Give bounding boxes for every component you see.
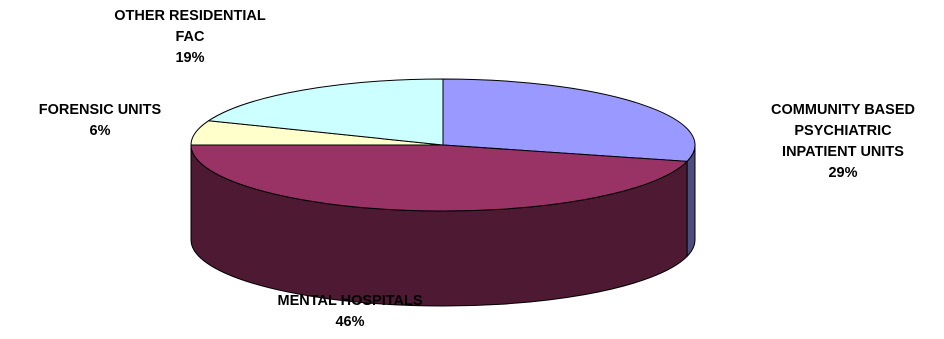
slice-label-other-residential: OTHER RESIDENTIAL FAC 19% [70, 6, 310, 69]
slice-label-forensic-units: FORENSIC UNITS 6% [0, 100, 200, 142]
pie-slice-community-based [442, 78, 696, 162]
slice-label-mental-hospitals: MENTAL HOSPITALS 46% [220, 291, 480, 333]
slice-label-community-based: COMMUNITY BASED PSYCHIATRIC INPATIENT UN… [713, 100, 944, 184]
pie-side-community-based [686, 144, 696, 257]
slice-percent-label: 19% [175, 50, 205, 66]
slice-label-line: FORENSIC UNITS [38, 102, 162, 118]
slice-percent-label: 6% [89, 123, 111, 139]
pie-slice-other-residential [208, 78, 444, 146]
slice-label-line: PSYCHIATRIC [794, 123, 892, 139]
slice-label-line: INPATIENT UNITS [782, 144, 904, 160]
slice-label-line: OTHER RESIDENTIAL [114, 8, 266, 24]
pie-slice-mental-hospitals [190, 144, 688, 212]
slice-percent-label: 29% [828, 165, 858, 181]
slice-label-line: FAC [175, 29, 205, 45]
slice-label-line: COMMUNITY BASED [771, 102, 915, 118]
slice-label-line: MENTAL HOSPITALS [277, 293, 423, 309]
slice-percent-label: 46% [335, 314, 365, 330]
